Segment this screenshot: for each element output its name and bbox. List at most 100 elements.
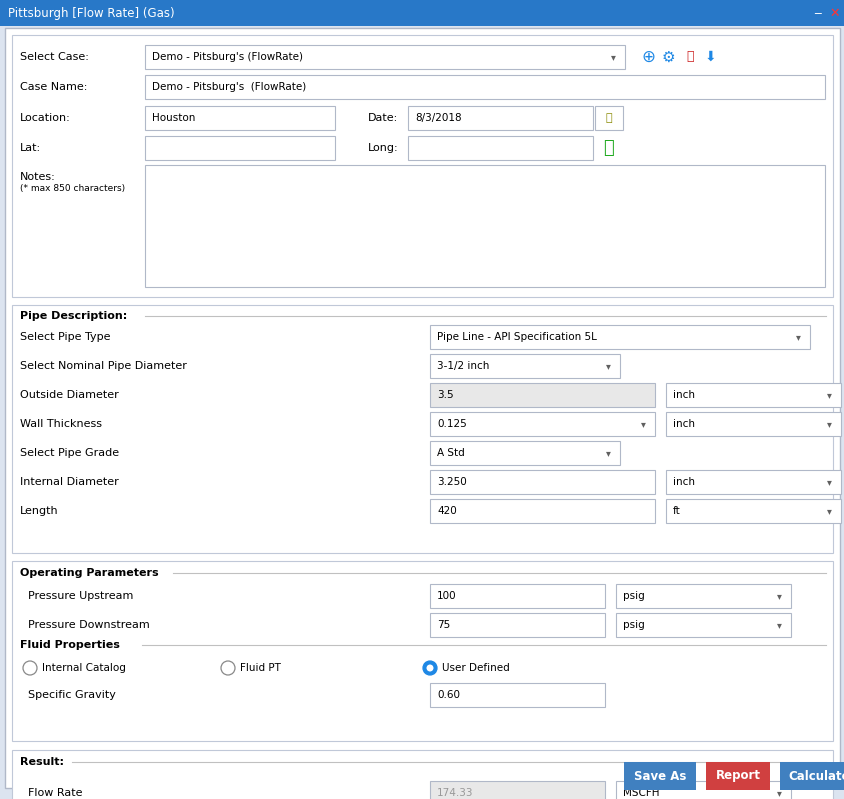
Text: Houston: Houston <box>152 113 195 123</box>
Text: ▾: ▾ <box>825 506 830 516</box>
Text: Length: Length <box>20 506 58 516</box>
Bar <box>430 412 654 436</box>
Bar <box>615 781 790 799</box>
Text: (* max 850 characters): (* max 850 characters) <box>20 184 125 193</box>
Text: ⭯: ⭯ <box>685 50 693 63</box>
Text: ▾: ▾ <box>825 390 830 400</box>
Bar <box>594 106 622 130</box>
Bar <box>665 412 840 436</box>
Bar <box>408 106 592 130</box>
Text: 174.33: 174.33 <box>436 788 473 798</box>
Text: Select Nominal Pipe Diameter: Select Nominal Pipe Diameter <box>20 361 187 371</box>
Text: Result:: Result: <box>20 757 64 767</box>
Circle shape <box>423 661 436 675</box>
Text: inch: inch <box>672 477 694 487</box>
Text: Demo - Pitsburg's (FlowRate): Demo - Pitsburg's (FlowRate) <box>152 52 303 62</box>
Bar <box>145 136 334 160</box>
Bar <box>430 584 604 608</box>
Bar <box>615 584 790 608</box>
Bar <box>408 136 592 160</box>
Bar <box>615 613 790 637</box>
Bar <box>430 613 604 637</box>
Text: Outside Diameter: Outside Diameter <box>20 390 119 400</box>
Text: Date:: Date: <box>368 113 398 123</box>
Text: Long:: Long: <box>368 143 398 153</box>
Bar <box>706 762 769 790</box>
Text: Select Pipe Grade: Select Pipe Grade <box>20 448 119 458</box>
Bar <box>430 383 654 407</box>
Bar <box>430 325 809 349</box>
Text: 420: 420 <box>436 506 457 516</box>
Bar <box>430 499 654 523</box>
Text: Notes:: Notes: <box>20 172 56 182</box>
Text: Internal Diameter: Internal Diameter <box>20 477 119 487</box>
Text: ▾: ▾ <box>610 52 614 62</box>
Text: Location:: Location: <box>20 113 71 123</box>
Text: Pipe Line - API Specification 5L: Pipe Line - API Specification 5L <box>436 332 596 342</box>
Text: ▾: ▾ <box>825 419 830 429</box>
Text: Wall Thickness: Wall Thickness <box>20 419 102 429</box>
Bar <box>12 750 832 799</box>
Text: 8/3/2018: 8/3/2018 <box>414 113 461 123</box>
Bar <box>430 441 619 465</box>
Text: ✕: ✕ <box>829 6 839 19</box>
Circle shape <box>221 661 235 675</box>
Text: ▾: ▾ <box>794 332 799 342</box>
Bar <box>145 45 625 69</box>
Text: 100: 100 <box>436 591 456 601</box>
Bar <box>430 470 654 494</box>
Text: ▾: ▾ <box>640 419 645 429</box>
Text: ⬇: ⬇ <box>703 50 715 64</box>
Text: Lat:: Lat: <box>20 143 41 153</box>
Text: Fluid PT: Fluid PT <box>240 663 280 673</box>
Text: Internal Catalog: Internal Catalog <box>42 663 126 673</box>
Bar <box>665 383 840 407</box>
Text: inch: inch <box>672 419 694 429</box>
Text: psig: psig <box>622 620 644 630</box>
Text: ⚙: ⚙ <box>660 50 674 65</box>
Text: Pittsburgh [Flow Rate] (Gas): Pittsburgh [Flow Rate] (Gas) <box>8 6 175 19</box>
Text: 3.5: 3.5 <box>436 390 453 400</box>
Bar <box>665 499 840 523</box>
Text: ▾: ▾ <box>776 788 781 798</box>
Text: ▾: ▾ <box>776 591 781 601</box>
Text: 3-1/2 inch: 3-1/2 inch <box>436 361 489 371</box>
Text: ▾: ▾ <box>605 448 609 458</box>
Text: A Std: A Std <box>436 448 464 458</box>
Text: Case Name:: Case Name: <box>20 82 87 92</box>
Bar <box>145 75 824 99</box>
Circle shape <box>426 665 433 671</box>
Text: 📍: 📍 <box>603 139 614 157</box>
Bar <box>12 561 832 741</box>
Text: 3.250: 3.250 <box>436 477 466 487</box>
Text: Report: Report <box>715 769 760 782</box>
Text: 0.125: 0.125 <box>436 419 466 429</box>
Bar <box>145 106 334 130</box>
Bar <box>430 683 604 707</box>
Text: MSCFH: MSCFH <box>622 788 658 798</box>
Bar <box>145 165 824 287</box>
Text: Operating Parameters: Operating Parameters <box>20 568 159 578</box>
Text: 📅: 📅 <box>605 113 612 123</box>
Text: Select Pipe Type: Select Pipe Type <box>20 332 111 342</box>
Bar <box>430 781 604 799</box>
Text: ⊕: ⊕ <box>641 48 654 66</box>
Text: Pipe Description:: Pipe Description: <box>20 311 127 321</box>
Text: Pressure Downstream: Pressure Downstream <box>28 620 149 630</box>
Bar <box>779 762 844 790</box>
Text: Demo - Pitsburg's  (FlowRate): Demo - Pitsburg's (FlowRate) <box>152 82 306 92</box>
Text: ▾: ▾ <box>776 620 781 630</box>
Text: 0.60: 0.60 <box>436 690 459 700</box>
Text: ▾: ▾ <box>825 477 830 487</box>
Text: User Defined: User Defined <box>441 663 509 673</box>
Bar <box>12 305 832 553</box>
Text: Specific Gravity: Specific Gravity <box>28 690 116 700</box>
Bar <box>665 470 840 494</box>
Text: Fluid Properties: Fluid Properties <box>20 640 120 650</box>
Text: ─: ─ <box>814 8 820 18</box>
Text: inch: inch <box>672 390 694 400</box>
Text: Select Case:: Select Case: <box>20 52 89 62</box>
Bar <box>12 35 832 297</box>
Bar <box>623 762 695 790</box>
Text: Pressure Upstream: Pressure Upstream <box>28 591 133 601</box>
